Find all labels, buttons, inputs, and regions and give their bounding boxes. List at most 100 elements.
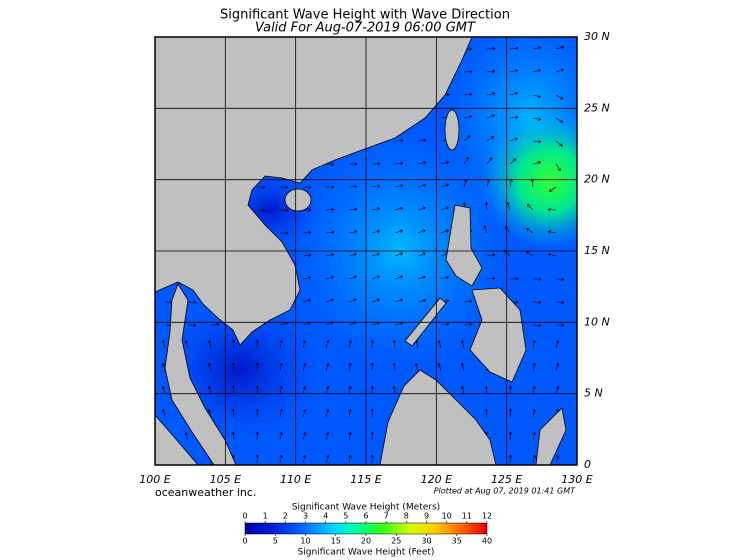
wave-arrow [348, 184, 358, 189]
lat-label: 25 N [584, 101, 610, 114]
land-sulawesi [535, 407, 567, 465]
wave-arrow [348, 339, 352, 349]
wave-arrow [302, 454, 307, 464]
meter-tick-label: 0 [242, 512, 247, 521]
wave-arrow [256, 208, 266, 213]
wave-arrow [532, 408, 536, 418]
wave-arrow [371, 184, 381, 189]
wave-arrow [532, 385, 536, 395]
land-luzon [445, 204, 483, 287]
wave-arrow [532, 94, 542, 99]
wave-arrow [555, 362, 560, 372]
wave-arrow [506, 201, 511, 211]
wave-arrow [394, 252, 404, 257]
wave-arrow [184, 339, 189, 349]
wave-arrow [325, 275, 335, 280]
wave-arrow [348, 385, 352, 395]
wave-arrow [460, 362, 465, 372]
wave-arrow [486, 136, 495, 142]
wave-arrow [547, 252, 557, 257]
lon-label: 110 E [280, 473, 311, 486]
wave-arrow [525, 251, 534, 257]
wave-arrow [231, 385, 236, 395]
wave-arrow [370, 385, 375, 395]
wave-arrow [187, 300, 197, 305]
wave-arrow [231, 362, 236, 372]
lat-label: 20 N [584, 173, 610, 186]
map-subtitle: Valid For Aug-07-2019 06:00 GMT [255, 21, 476, 36]
wave-arrow [555, 140, 563, 147]
meter-tick-label: 9 [424, 512, 429, 521]
wave-arrow [187, 323, 197, 327]
lon-label: 115 E [350, 473, 381, 486]
wave-arrow [302, 385, 307, 395]
wave-arrow [325, 454, 330, 464]
wave-arrow [486, 69, 496, 74]
colorbar-title-feet: Significant Wave Height (Feet) [298, 548, 435, 558]
wave-arrow [325, 339, 330, 349]
wave-arrow [302, 276, 312, 280]
wave-arrow [392, 339, 397, 349]
meter-tick-label: 11 [462, 512, 472, 521]
wave-arrow [302, 230, 312, 235]
wave-arrow [348, 362, 352, 372]
wave-arrow [348, 431, 352, 441]
wave-arrow [302, 339, 307, 349]
colorbar [244, 522, 488, 535]
wave-arrow [484, 201, 489, 211]
wave-arrow [463, 135, 471, 142]
wave-arrow [417, 298, 427, 303]
wave-arrow [302, 298, 312, 303]
wave-arrow [532, 68, 542, 73]
feet-tick-label: 35 [452, 537, 462, 546]
wave-arrow [555, 323, 565, 327]
lat-label: 10 N [584, 315, 610, 328]
ocean-shade [290, 130, 510, 370]
wave-arrow [161, 385, 166, 395]
wave-arrow [509, 276, 519, 281]
wave-arrow [526, 227, 534, 234]
wave-arrow [463, 69, 473, 74]
wave-arrow [348, 275, 358, 280]
wave-arrow [231, 339, 236, 349]
wave-arrow [440, 183, 450, 188]
wave-arrow [302, 431, 307, 441]
wave-arrow [463, 115, 473, 119]
lon-label: 130 E [561, 473, 592, 486]
wave-arrow [547, 230, 557, 234]
feet-tick-label: 0 [242, 537, 247, 546]
wave-arrow [279, 385, 283, 395]
wave-arrow [256, 185, 266, 189]
wave-arrow [279, 185, 289, 190]
meter-tick-label: 2 [283, 512, 288, 521]
wave-arrow [526, 203, 534, 211]
wave-arrow [371, 207, 381, 211]
feet-tick-label: 40 [482, 537, 492, 546]
wave-arrow [394, 229, 404, 234]
wave-arrow [302, 362, 307, 372]
wave-arrow [348, 454, 352, 464]
wave-arrow [508, 431, 513, 441]
wave-arrow [484, 385, 489, 395]
wave-arrow [325, 408, 330, 418]
wave-arrow [417, 138, 427, 143]
wave-arrow [255, 431, 260, 441]
wave-arrow [161, 362, 166, 372]
wave-arrow [210, 322, 220, 327]
wave-arrow [555, 163, 561, 172]
meter-tick-label: 1 [263, 512, 268, 521]
wave-arrow [509, 91, 519, 96]
lon-label: 120 E [421, 473, 452, 486]
wave-arrow [486, 276, 496, 281]
wave-arrow [325, 298, 335, 303]
wave-arrow [255, 339, 260, 349]
meter-tick-label: 8 [404, 512, 409, 521]
lon-label: 125 E [491, 473, 522, 486]
land-mainland [155, 37, 473, 346]
wave-arrow [279, 339, 283, 349]
lon-label: 100 E [139, 473, 170, 486]
wave-arrow [255, 408, 260, 418]
wave-arrow [325, 253, 335, 257]
wave-arrow [440, 322, 450, 327]
